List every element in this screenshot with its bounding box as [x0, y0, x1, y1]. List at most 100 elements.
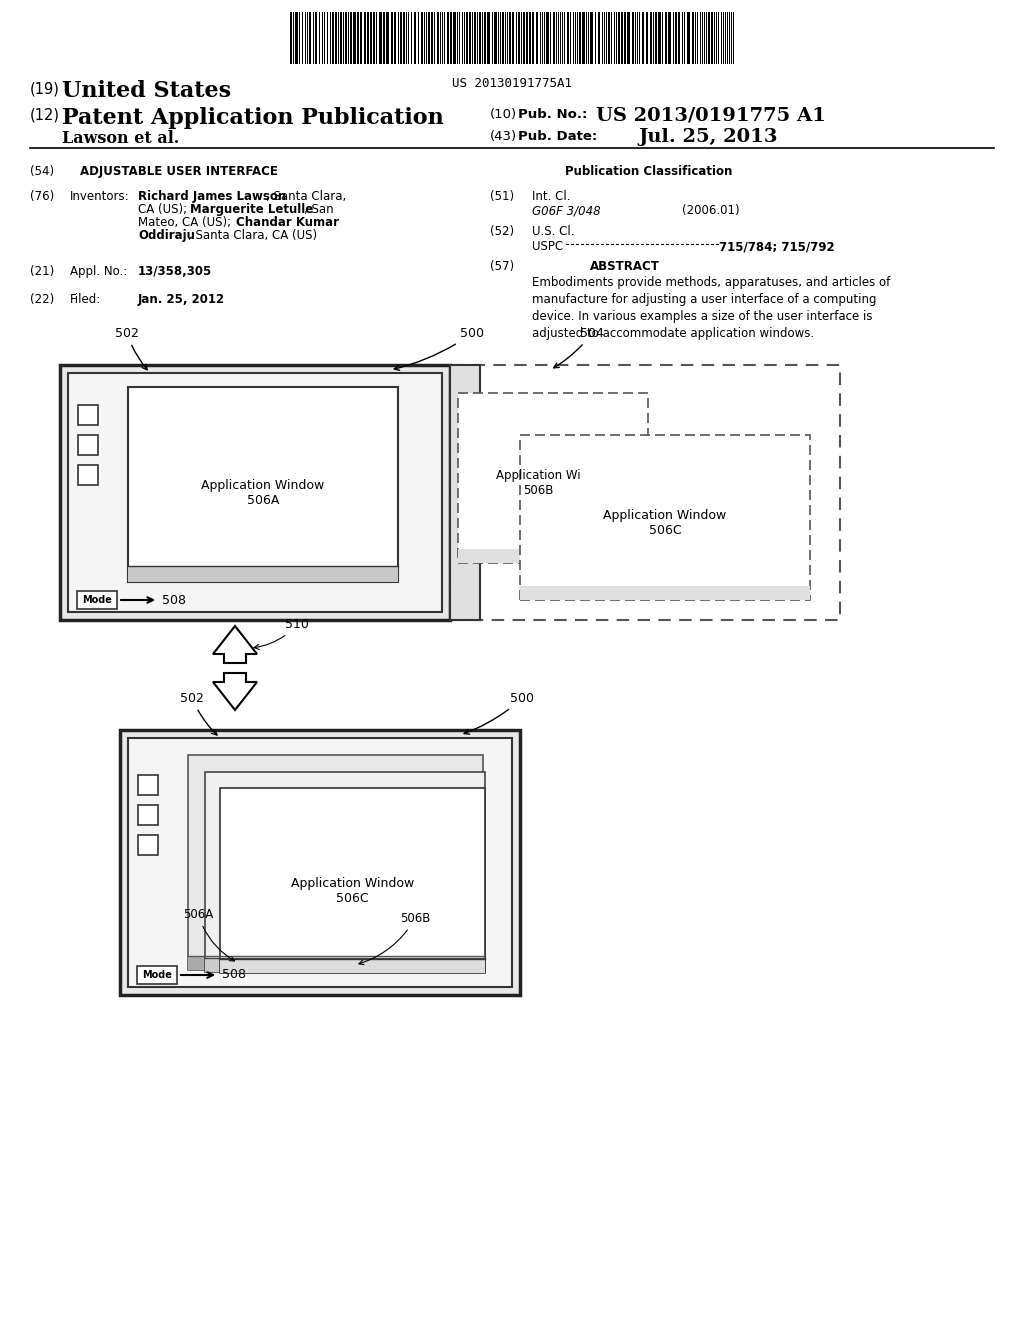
Text: 510: 510: [254, 618, 309, 649]
Bar: [494, 12, 497, 63]
Bar: [529, 12, 531, 63]
Text: Publication Classification: Publication Classification: [565, 165, 732, 178]
Bar: [582, 12, 585, 63]
Bar: [458, 393, 648, 564]
Bar: [650, 12, 652, 63]
Text: 13/358,305: 13/358,305: [138, 265, 212, 279]
Text: Embodiments provide methods, apparatuses, and articles of
manufacture for adjust: Embodiments provide methods, apparatuses…: [532, 276, 890, 341]
Text: (22): (22): [30, 293, 54, 306]
Bar: [469, 12, 471, 63]
Text: (10): (10): [490, 108, 517, 121]
Bar: [68, 374, 442, 612]
Bar: [340, 12, 342, 63]
Bar: [632, 12, 634, 63]
Bar: [428, 12, 430, 63]
Text: Pub. No.:: Pub. No.:: [518, 108, 588, 121]
Text: (43): (43): [490, 129, 517, 143]
Text: Application Window
506C: Application Window 506C: [603, 508, 727, 536]
Text: (19): (19): [30, 82, 59, 96]
Text: Richard James Lawson: Richard James Lawson: [138, 190, 287, 203]
Bar: [479, 12, 481, 63]
Bar: [509, 12, 511, 63]
Bar: [546, 12, 549, 63]
Text: 502: 502: [115, 327, 147, 370]
Bar: [120, 730, 520, 995]
Bar: [624, 12, 626, 63]
Bar: [350, 12, 352, 63]
Text: Inventors:: Inventors:: [70, 190, 130, 203]
Bar: [532, 12, 534, 63]
Text: U.S. Cl.: U.S. Cl.: [532, 224, 574, 238]
Bar: [675, 12, 677, 63]
Bar: [608, 12, 610, 63]
Bar: [553, 12, 555, 63]
Bar: [360, 12, 362, 63]
Bar: [128, 566, 398, 582]
Bar: [400, 12, 402, 63]
Bar: [188, 956, 483, 970]
FancyBboxPatch shape: [77, 591, 117, 609]
Text: , Santa Clara,: , Santa Clara,: [266, 190, 346, 203]
Text: Pub. Date:: Pub. Date:: [518, 129, 597, 143]
Bar: [78, 436, 98, 455]
Text: Jul. 25, 2013: Jul. 25, 2013: [638, 128, 777, 147]
Bar: [520, 586, 810, 601]
Bar: [138, 836, 158, 855]
Bar: [590, 12, 593, 63]
Text: Patent Application Publication: Patent Application Publication: [62, 107, 443, 129]
Text: Marguerite Letulle: Marguerite Letulle: [190, 203, 313, 216]
Text: Appl. No.:: Appl. No.:: [70, 265, 127, 279]
Bar: [128, 387, 398, 582]
Text: 500: 500: [394, 327, 484, 371]
Text: 502: 502: [180, 692, 217, 735]
Text: CA (US);: CA (US);: [138, 203, 190, 216]
Bar: [536, 12, 538, 63]
Text: Lawson et al.: Lawson et al.: [62, 129, 179, 147]
Text: Jan. 25, 2012: Jan. 25, 2012: [138, 293, 225, 306]
Bar: [487, 12, 490, 63]
Text: USPC: USPC: [532, 240, 563, 253]
Text: (54): (54): [30, 165, 54, 178]
Text: Oddiraju: Oddiraju: [138, 228, 195, 242]
Bar: [431, 12, 433, 63]
Bar: [205, 772, 485, 972]
Bar: [128, 738, 512, 987]
Text: (12): (12): [30, 108, 60, 123]
Bar: [345, 12, 347, 63]
Text: (2006.01): (2006.01): [682, 205, 739, 216]
Bar: [678, 12, 680, 63]
Bar: [421, 12, 423, 63]
Bar: [386, 12, 389, 63]
Text: , Santa Clara, CA (US): , Santa Clara, CA (US): [188, 228, 317, 242]
Text: , San: , San: [304, 203, 334, 216]
Text: 504: 504: [554, 327, 604, 368]
Bar: [523, 12, 525, 63]
Bar: [370, 12, 372, 63]
Bar: [579, 12, 581, 63]
Bar: [627, 12, 630, 63]
Bar: [655, 12, 657, 63]
Bar: [567, 12, 569, 63]
Text: ABSTRACT: ABSTRACT: [590, 260, 659, 273]
Text: Mode: Mode: [142, 970, 172, 979]
Text: 508: 508: [162, 594, 186, 606]
Bar: [414, 12, 416, 63]
Bar: [290, 12, 292, 63]
Bar: [450, 366, 840, 620]
Bar: [642, 12, 644, 63]
Bar: [332, 12, 334, 63]
Bar: [383, 12, 385, 63]
Text: 506A: 506A: [183, 908, 234, 961]
Bar: [458, 549, 648, 564]
Bar: [357, 12, 359, 63]
Bar: [621, 12, 623, 63]
Bar: [138, 775, 158, 795]
Bar: [450, 366, 480, 620]
Bar: [692, 12, 694, 63]
Bar: [78, 405, 98, 425]
Text: US 2013/0191775 A1: US 2013/0191775 A1: [596, 106, 826, 124]
Bar: [60, 366, 450, 620]
Text: (51): (51): [490, 190, 514, 203]
Bar: [295, 12, 298, 63]
Bar: [394, 12, 396, 63]
